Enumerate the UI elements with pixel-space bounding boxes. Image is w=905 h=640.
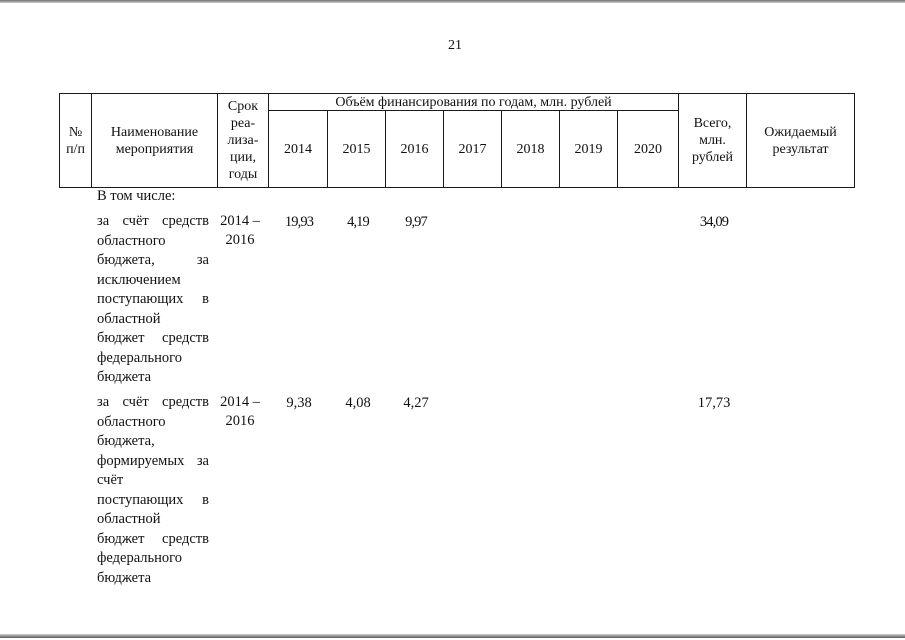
- row-2-name: за счёт средств областного бюджета, форм…: [97, 394, 209, 586]
- header-year-2020: 2020: [617, 110, 679, 188]
- row-1-value-2016: 9,97: [405, 214, 428, 230]
- row-2-value-2015: 4,08: [345, 395, 371, 411]
- row-1-value-2014: 19,93: [284, 214, 314, 230]
- header-year-2018: 2018: [501, 110, 560, 188]
- scan-edge-top: [0, 0, 905, 3]
- header-funding-group: Объём финансирования по годам, млн. рубл…: [268, 93, 679, 111]
- row-2-value-2014: 9,38: [286, 395, 312, 411]
- header-result: Ожидаемый результат: [746, 93, 855, 188]
- row-1-value-2015: 4,19: [347, 214, 370, 230]
- header-year-2015: 2015: [327, 110, 386, 188]
- row-1-name: за счёт средств областного бюджета, за и…: [97, 213, 209, 385]
- header-year-2017: 2017: [443, 110, 502, 188]
- row-1-total: 34,09: [699, 214, 729, 230]
- row-2-value-2016: 4,27: [403, 395, 429, 411]
- header-no: № п/п: [59, 93, 92, 188]
- header-total: Всего, млн. рублей: [678, 93, 747, 188]
- header-name: Наименование мероприятия: [91, 93, 218, 188]
- row-1-period: 2014 – 2016: [220, 213, 260, 248]
- row-2-total: 17,73: [697, 395, 731, 411]
- page-number: 21: [448, 38, 462, 53]
- row-2-period: 2014 – 2016: [220, 394, 260, 429]
- header-year-2014: 2014: [268, 110, 328, 188]
- header-period: Срок реа-лиза-ции, годы: [217, 93, 269, 188]
- scan-edge-bottom: [0, 634, 905, 638]
- subheader: В том числе:: [97, 188, 176, 204]
- header-year-2019: 2019: [559, 110, 618, 188]
- header-year-2016: 2016: [385, 110, 444, 188]
